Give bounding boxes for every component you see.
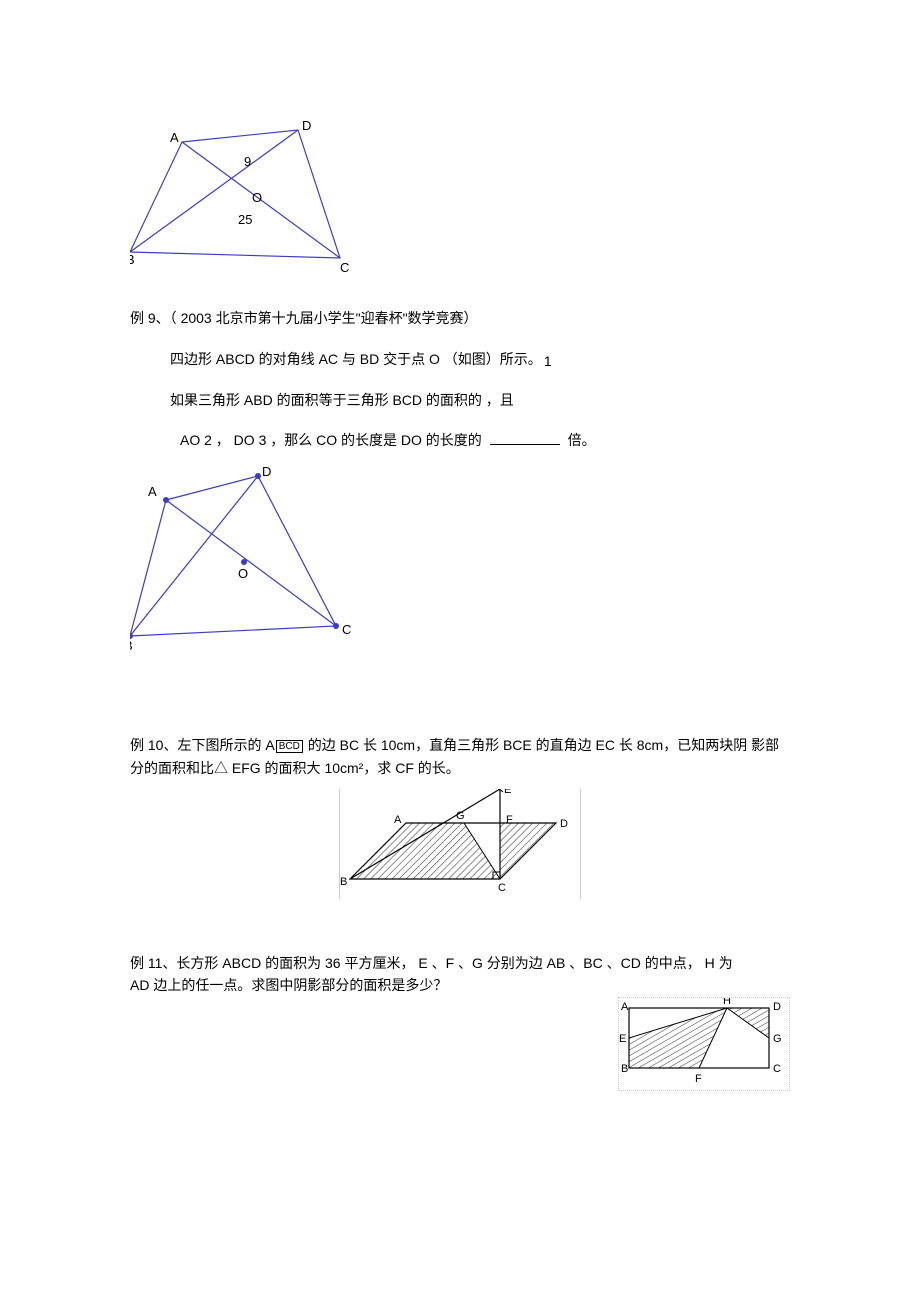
- ex9-line2: 如果三角形 ABD 的面积等于三角形 BCD 的面积的 ，且: [130, 385, 790, 416]
- ex11-l1: 例 11、长方形 ABCD 的面积为 36 平方厘米， E 、F 、G 分别为边…: [130, 952, 790, 974]
- answer-blank[interactable]: [490, 430, 560, 445]
- svg-text:B: B: [130, 638, 133, 653]
- ex9-l3a: AO 2 ， DO 3 ，那么 CO 的长度是 DO 的长度的: [180, 432, 482, 448]
- svg-text:A: A: [148, 484, 157, 499]
- svg-text:H: H: [723, 997, 731, 1007]
- svg-text:D: D: [773, 1001, 781, 1013]
- svg-text:C: C: [773, 1063, 781, 1075]
- ex9-l2a: 如果三角形 ABD 的面积等于三角形 BCD 的面积的: [170, 392, 486, 408]
- svg-text:E: E: [619, 1033, 626, 1045]
- svg-text:D: D: [560, 818, 568, 830]
- ex9-heading: 例 9、（ 2003 北京市第十九届小学生"迎春杯"数学竞赛）: [130, 303, 790, 334]
- figure-ex11-rectangle: A D B C E G F H: [618, 997, 790, 1094]
- svg-text:B: B: [621, 1063, 628, 1075]
- figure-ex8-trapezoid: A D B C O 9 25: [130, 120, 790, 283]
- svg-text:9: 9: [244, 154, 251, 169]
- ex9-l3b: 倍。: [568, 432, 596, 448]
- ex10-l1a: 例 10、左下图所示的 A: [130, 737, 275, 753]
- svg-text:C: C: [342, 622, 351, 637]
- ex10-box: BCD: [276, 740, 303, 753]
- ex9-line3: AO 2 ， DO 3 ，那么 CO 的长度是 DO 的长度的 倍。: [130, 425, 790, 456]
- svg-text:C: C: [340, 260, 349, 275]
- svg-text:O: O: [238, 566, 248, 581]
- ex9-l2b: ，且: [486, 392, 514, 408]
- svg-text:G: G: [456, 810, 465, 822]
- ex10-text: 例 10、左下图所示的 ABCD 的边 BC 长 10cm，直角三角形 BCE …: [130, 734, 790, 779]
- svg-text:25: 25: [238, 212, 252, 227]
- ex9-l1-text: 四边形 ABCD 的对角线 AC 与 BD 交于点 O （如图）所示。: [170, 351, 542, 367]
- svg-text:A: A: [621, 1001, 629, 1013]
- figure-ex9-quadrilateral: A D B C O: [130, 466, 790, 664]
- svg-text:O: O: [252, 190, 262, 205]
- ex10-l1b: 的边 BC 长 10cm，直角三角形 BCE 的直角边 EC 长 8cm，已知两…: [304, 737, 747, 753]
- svg-text:E: E: [504, 789, 511, 796]
- svg-text:D: D: [302, 120, 311, 133]
- fraction-numerator: 1: [544, 346, 552, 377]
- svg-text:D: D: [262, 466, 271, 479]
- svg-text:F: F: [506, 814, 513, 826]
- svg-text:G: G: [773, 1033, 782, 1045]
- svg-text:B: B: [340, 876, 347, 888]
- ex11-text: 例 11、长方形 ABCD 的面积为 36 平方厘米， E 、F 、G 分别为边…: [130, 952, 790, 997]
- ex11-l2: AD 边上的任一点。求图中阴影部分的面积是多少？: [130, 974, 790, 996]
- svg-text:B: B: [130, 252, 135, 267]
- ex9-line1: 四边形 ABCD 的对角线 AC 与 BD 交于点 O （如图）所示。 1: [130, 344, 790, 375]
- svg-text:F: F: [695, 1073, 702, 1085]
- svg-text:A: A: [394, 814, 402, 826]
- svg-text:C: C: [498, 882, 506, 894]
- svg-text:A: A: [170, 130, 179, 145]
- figure-ex10-parallelogram: A B C D E F G: [130, 789, 790, 902]
